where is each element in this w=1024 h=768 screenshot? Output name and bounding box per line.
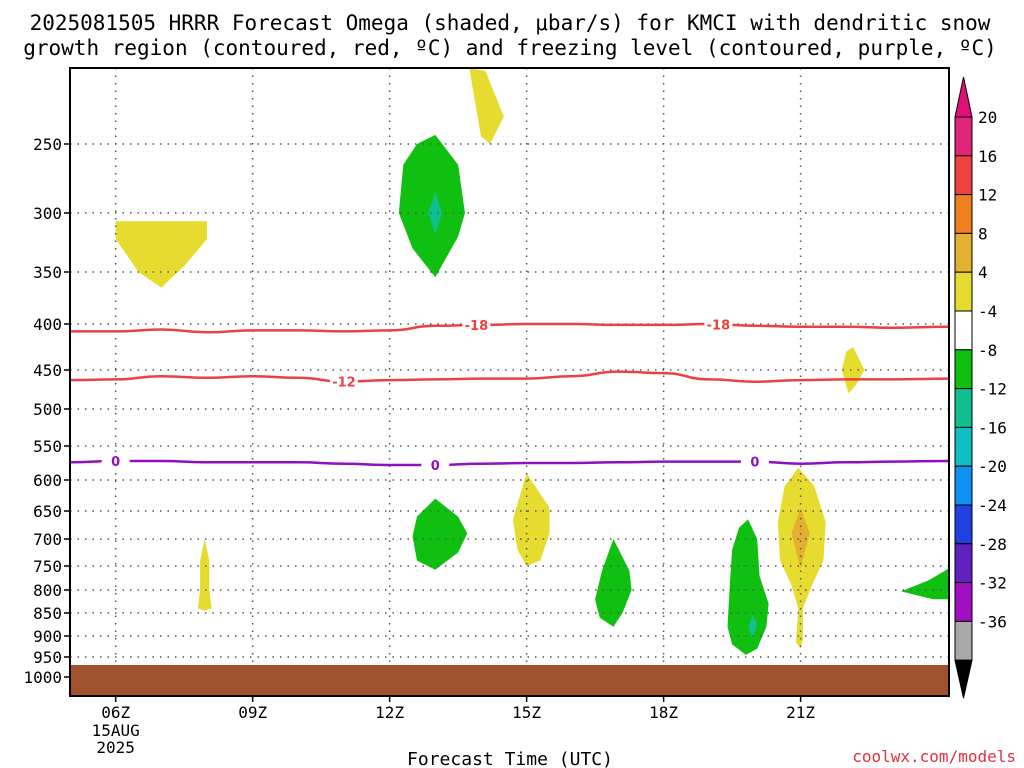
y-tick-label-600: 600 — [33, 471, 62, 490]
y-tick-label-800: 800 — [33, 581, 62, 600]
credit-link[interactable]: coolwx.com/models — [852, 747, 1016, 766]
y-tick-label-550: 550 — [33, 437, 62, 456]
omega-area-positive-4-8-4 — [841, 347, 865, 394]
colorbar-segment--36 — [954, 620, 973, 661]
contour-label-0-2: 0 — [750, 456, 759, 471]
x-tick-date: 15AUG — [92, 721, 140, 740]
y-tick-label-450: 450 — [33, 361, 62, 380]
colorbar-label--20: -20 — [978, 457, 1007, 476]
colorbar-label--12: -12 — [978, 380, 1007, 399]
omega-area-positive-4-8-1 — [115, 221, 207, 288]
contour-line--18 — [70, 322, 950, 334]
contour-label--12-0: -12 — [332, 376, 356, 391]
chart-title-line1: 2025081505 HRRR Forecast Omega (shaded, … — [30, 11, 991, 35]
contour-line-0 — [69, 459, 950, 467]
y-tick-label-350: 350 — [33, 263, 62, 282]
y-tick-label-500: 500 — [33, 400, 62, 419]
y-tick-label-1000: 1000 — [23, 668, 62, 687]
y-tick-label-750: 750 — [33, 557, 62, 576]
contour-label-bg-0-1 — [421, 457, 450, 474]
colorbar-label--32: -32 — [978, 574, 1007, 593]
colorbar-top-arrow — [954, 76, 973, 118]
y-tick-label-250: 250 — [33, 135, 62, 154]
plot-frame — [69, 67, 950, 697]
omega-area-positive-8-12-12 — [791, 507, 810, 569]
colorbar-label--28: -28 — [978, 535, 1007, 554]
y-tick-label-650: 650 — [33, 502, 62, 521]
contour-label-bg-0-2 — [740, 453, 769, 470]
x-tick-label-21Z: 21Z — [786, 703, 815, 722]
y-axis: 250 300 350 400 450 500 550 600 650 700 750 800 850 9… — [23, 135, 70, 687]
colorbar-segment--20 — [954, 465, 973, 506]
colorbar-label--24: -24 — [978, 496, 1007, 515]
colorbar-segment-12 — [954, 194, 973, 234]
x-tick-label-06Z: 06Z — [101, 703, 130, 722]
colorbar-segment-16 — [954, 155, 973, 196]
colorbar-segment-20 — [954, 116, 973, 157]
contour-label-bg--18-0 — [462, 317, 491, 334]
colorbar-segment-4 — [954, 271, 973, 312]
omega-area-negative-8-12-3 — [428, 192, 443, 235]
ground-layer — [70, 665, 949, 696]
colorbar-label--4: -4 — [978, 302, 997, 321]
contour-label-0-0: 0 — [111, 455, 120, 470]
contour-label-0-1: 0 — [431, 459, 440, 474]
colorbar-label-12: 12 — [978, 186, 997, 205]
contour-label-bg-0-0 — [101, 452, 130, 469]
x-tick-year: 2025 — [96, 738, 135, 757]
colorbar-segment-8 — [954, 232, 973, 273]
colorbar-segment--28 — [954, 543, 973, 584]
colorbar-bottom-arrow — [954, 659, 973, 699]
ground-surface — [70, 665, 949, 696]
colorbar-segment--4 — [954, 310, 973, 351]
colorbar-segment--32 — [954, 582, 973, 622]
y-tick-label-850: 850 — [33, 604, 62, 623]
omega-area-negative-4-8-9 — [727, 519, 769, 655]
colorbar-segment--12 — [954, 388, 973, 428]
chart-title-line2: growth region (contoured, red, ºC) and f… — [23, 36, 997, 60]
x-tick-label-12Z: 12Z — [375, 703, 404, 722]
omega-area-negative-4-8-13 — [901, 568, 949, 600]
y-tick-label-300: 300 — [33, 204, 62, 223]
colorbar-label--36: -36 — [978, 612, 1007, 631]
colorbar-label-4: 4 — [978, 263, 988, 282]
omega-area-positive-4-8-6 — [512, 473, 550, 566]
colorbar-segment--16 — [954, 426, 973, 467]
contour-layer: -18 -18 -12 0 0 0 — [69, 316, 950, 474]
x-tick-label-09Z: 09Z — [238, 703, 267, 722]
omega-shading-layer — [115, 68, 949, 655]
colorbar-label--8: -8 — [978, 341, 997, 360]
omega-area-negative-4-8-5 — [412, 498, 468, 570]
x-tick-label-15Z: 15Z — [512, 703, 541, 722]
contour-label--18-0: -18 — [465, 319, 489, 334]
colorbar-label-16: 16 — [978, 147, 997, 166]
omega-area-negative-8-12-10 — [748, 615, 758, 639]
contour-label-bg--18-1 — [704, 316, 733, 333]
colorbar: 20 16 12 8 4 -4 -8 -12 -16 -20 -24 -28 -32 -36 — [954, 76, 1007, 699]
colorbar-label--16: -16 — [978, 418, 1007, 437]
omega-area-negative-4-8-8 — [595, 539, 632, 627]
plot-area: -18 -18 -12 0 0 0 — [69, 67, 950, 697]
y-tick-label-700: 700 — [33, 530, 62, 549]
y-tick-label-400: 400 — [33, 315, 62, 334]
colorbar-label-8: 8 — [978, 224, 988, 243]
contour-line--12 — [69, 370, 950, 383]
x-tick-label-18Z: 18Z — [649, 703, 678, 722]
x-axis-title: Forecast Time (UTC) — [407, 749, 613, 768]
omega-area-positive-4-8-0 — [469, 68, 504, 144]
y-tick-label-900: 900 — [33, 627, 62, 646]
contour-label--18-1: -18 — [707, 318, 731, 333]
colorbar-label-20: 20 — [978, 108, 997, 127]
colorbar-segment--24 — [954, 504, 973, 545]
y-tick-label-950: 950 — [33, 648, 62, 667]
colorbar-segment--8 — [954, 349, 973, 390]
omega-area-positive-4-8-7 — [197, 539, 212, 611]
contour-label-bg--12-0 — [329, 373, 358, 390]
